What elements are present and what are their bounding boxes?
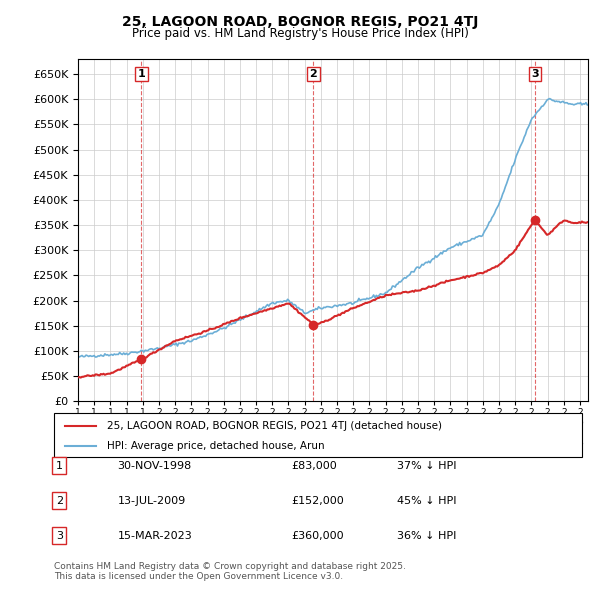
- Text: 36% ↓ HPI: 36% ↓ HPI: [397, 530, 457, 540]
- FancyBboxPatch shape: [54, 413, 582, 457]
- Text: £360,000: £360,000: [292, 530, 344, 540]
- Text: 25, LAGOON ROAD, BOGNOR REGIS, PO21 4TJ: 25, LAGOON ROAD, BOGNOR REGIS, PO21 4TJ: [122, 15, 478, 29]
- Text: 1: 1: [137, 69, 145, 79]
- Text: £152,000: £152,000: [292, 496, 344, 506]
- Text: £83,000: £83,000: [292, 461, 337, 470]
- Text: 3: 3: [56, 530, 63, 540]
- Text: 2: 2: [310, 69, 317, 79]
- Text: 13-JUL-2009: 13-JUL-2009: [118, 496, 185, 506]
- Text: HPI: Average price, detached house, Arun: HPI: Average price, detached house, Arun: [107, 441, 325, 451]
- Text: 2: 2: [56, 496, 63, 506]
- Text: Contains HM Land Registry data © Crown copyright and database right 2025.
This d: Contains HM Land Registry data © Crown c…: [54, 562, 406, 581]
- Text: Price paid vs. HM Land Registry's House Price Index (HPI): Price paid vs. HM Land Registry's House …: [131, 27, 469, 40]
- Text: 3: 3: [531, 69, 539, 79]
- Text: 37% ↓ HPI: 37% ↓ HPI: [397, 461, 457, 470]
- Text: 30-NOV-1998: 30-NOV-1998: [118, 461, 191, 470]
- Text: 1: 1: [56, 461, 63, 470]
- Text: 45% ↓ HPI: 45% ↓ HPI: [397, 496, 457, 506]
- Text: 15-MAR-2023: 15-MAR-2023: [118, 530, 192, 540]
- Text: 25, LAGOON ROAD, BOGNOR REGIS, PO21 4TJ (detached house): 25, LAGOON ROAD, BOGNOR REGIS, PO21 4TJ …: [107, 421, 442, 431]
